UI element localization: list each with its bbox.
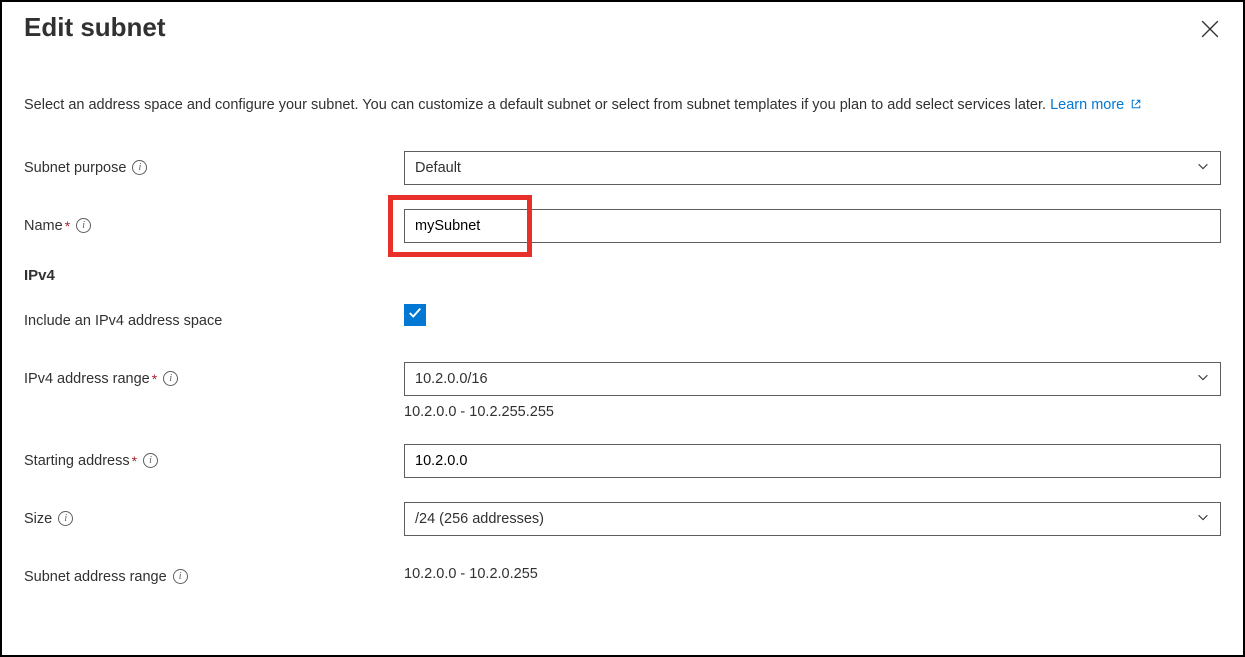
select-value: Default [415,160,461,176]
label-text: Subnet purpose [24,160,126,176]
required-indicator: * [152,371,157,387]
row-include-ipv4: Include an IPv4 address space [24,304,1221,338]
row-name: Name * i [24,209,1221,243]
starting-address-input[interactable] [404,444,1221,478]
label-include-ipv4: Include an IPv4 address space [24,304,404,338]
row-subnet-purpose: Subnet purpose i Default [24,151,1221,185]
name-input[interactable] [404,209,1221,243]
label-subnet-purpose: Subnet purpose i [24,151,404,185]
subnet-purpose-select[interactable]: Default [404,151,1221,185]
label-text: IPv4 address range [24,371,150,387]
learn-more-link[interactable]: Learn more [1050,97,1142,113]
size-select[interactable]: /24 (256 addresses) [404,502,1221,536]
label-text: Name [24,218,63,234]
ipv4-range-select[interactable]: 10.2.0.0/16 [404,362,1221,396]
description-text: Select an address space and configure yo… [24,97,1050,113]
info-icon[interactable]: i [143,453,158,468]
panel-title: Edit subnet [24,8,166,43]
required-indicator: * [132,453,137,469]
chevron-down-icon [1196,159,1210,177]
label-ipv4-range: IPv4 address range * i [24,362,404,396]
select-value: /24 (256 addresses) [415,511,544,527]
info-icon[interactable]: i [163,371,178,386]
label-text: Size [24,511,52,527]
panel-header: Edit subnet [24,8,1221,47]
info-icon[interactable]: i [58,511,73,526]
chevron-down-icon [1196,370,1210,388]
required-indicator: * [65,218,70,234]
label-text: Starting address [24,453,130,469]
chevron-down-icon [1196,510,1210,528]
label-text: Include an IPv4 address space [24,313,222,329]
ipv4-section-heading: IPv4 [24,267,1221,284]
panel-description: Select an address space and configure yo… [24,95,1221,117]
close-button[interactable] [1195,14,1225,47]
external-link-icon [1128,97,1142,113]
include-ipv4-checkbox[interactable] [404,304,426,326]
row-ipv4-range: IPv4 address range * i 10.2.0.0/16 10.2.… [24,362,1221,420]
form: Subnet purpose i Default Name * i [24,151,1221,594]
ipv4-range-helper: 10.2.0.0 - 10.2.255.255 [404,404,1221,420]
close-icon [1201,26,1219,41]
row-size: Size i /24 (256 addresses) [24,502,1221,536]
row-starting-address: Starting address * i [24,444,1221,478]
info-icon[interactable]: i [173,569,188,584]
row-subnet-address-range: Subnet address range i 10.2.0.0 - 10.2.0… [24,560,1221,594]
label-subnet-address-range: Subnet address range i [24,560,404,594]
label-starting-address: Starting address * i [24,444,404,478]
info-icon[interactable]: i [76,218,91,233]
label-text: Subnet address range [24,569,167,585]
checkmark-icon [408,306,422,323]
label-size: Size i [24,502,404,536]
label-name: Name * i [24,209,404,243]
edit-subnet-panel: Edit subnet Select an address space and … [0,0,1245,657]
select-value: 10.2.0.0/16 [415,371,488,387]
info-icon[interactable]: i [132,160,147,175]
learn-more-text: Learn more [1050,97,1124,113]
subnet-address-range-value: 10.2.0.0 - 10.2.0.255 [404,560,1221,582]
